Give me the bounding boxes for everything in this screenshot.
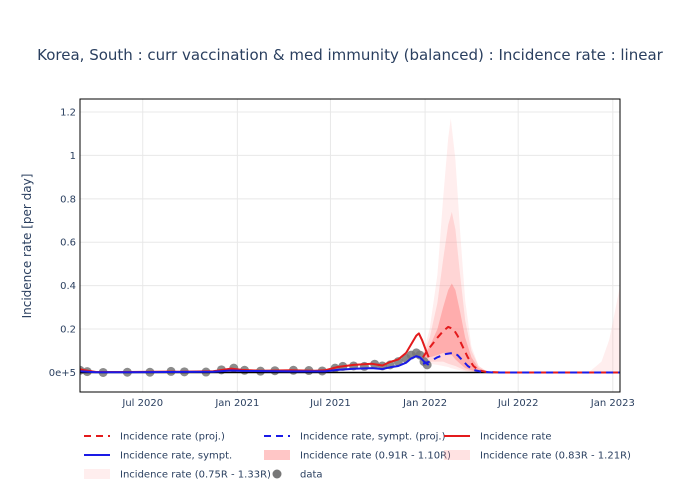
x-axis: Jul 2020 Jan 2021 Jul 2021 Jan 2022 Jul 2022… bbox=[121, 398, 634, 409]
band-incidence-rate-0-83r-1-21r- bbox=[423, 211, 503, 373]
legend-label: data bbox=[300, 470, 323, 481]
legend-swatch bbox=[264, 450, 290, 460]
chart-title: Korea, South : curr vaccination & med im… bbox=[37, 46, 663, 64]
legend-label: Incidence rate (0.83R - 1.21R) bbox=[480, 451, 631, 462]
x-tick-label: Jan 2021 bbox=[214, 398, 259, 409]
legend-label: Incidence rate (0.75R - 1.33R) bbox=[120, 470, 271, 481]
series-line-incidence-rate-sympt-proj- bbox=[422, 351, 620, 374]
x-tick-label: Jul 2020 bbox=[121, 398, 163, 409]
y-tick-label: 0.8 bbox=[60, 194, 76, 205]
legend-item[interactable]: Incidence rate (0.91R - 1.10R) bbox=[264, 450, 451, 462]
legend-item[interactable]: Incidence rate (0.75R - 1.33R) bbox=[84, 469, 271, 481]
plot-border bbox=[79, 98, 621, 393]
band-incidence-rate-0-91r-1-10r- bbox=[423, 283, 503, 373]
x-tick-label: Jan 2022 bbox=[402, 398, 447, 409]
series-line-incidence-rate-proj- bbox=[422, 325, 620, 374]
legend-item[interactable]: Incidence rate, sympt. bbox=[84, 451, 232, 462]
legend: Incidence rate (proj.) Incidence rate, sy… bbox=[84, 432, 631, 481]
band-incidence-rate-0-75r-1-33r- bbox=[423, 118, 620, 373]
legend-item[interactable]: Incidence rate (proj.) bbox=[84, 432, 225, 443]
x-tick-label: Jan 2023 bbox=[590, 398, 635, 409]
legend-label: Incidence rate, sympt. (proj.) bbox=[300, 432, 446, 443]
legend-swatch bbox=[84, 469, 110, 479]
legend-item[interactable]: Incidence rate bbox=[444, 432, 552, 443]
legend-item[interactable]: Incidence rate, sympt. (proj.) bbox=[264, 432, 446, 443]
series-line-incidence-rate-sympt- bbox=[80, 355, 430, 374]
y-tick-label: 0.6 bbox=[60, 238, 76, 249]
y-tick-label: 0.2 bbox=[60, 325, 76, 336]
legend-label: Incidence rate (proj.) bbox=[120, 432, 225, 443]
y-tick-label: 1.2 bbox=[60, 108, 76, 119]
y-tick-label: 0e+5 bbox=[49, 368, 76, 379]
legend-item[interactable]: Incidence rate (0.83R - 1.21R) bbox=[444, 450, 631, 462]
legend-swatch bbox=[272, 469, 282, 479]
y-axis: 0e+5 0.2 0.4 0.6 0.8 1 1.2 bbox=[49, 108, 76, 379]
plot-area bbox=[79, 98, 621, 393]
y-tick-label: 1 bbox=[70, 151, 76, 162]
y-tick-label: 0.4 bbox=[60, 281, 76, 292]
x-tick-label: Jul 2022 bbox=[497, 398, 539, 409]
y-axis-title: Incidence rate [per day] bbox=[20, 174, 34, 319]
legend-label: Incidence rate (0.91R - 1.10R) bbox=[300, 451, 451, 462]
legend-label: Incidence rate bbox=[480, 432, 552, 443]
legend-swatch bbox=[444, 450, 470, 460]
legend-item[interactable]: data bbox=[272, 469, 323, 481]
x-tick-label: Jul 2021 bbox=[309, 398, 351, 409]
legend-label: Incidence rate, sympt. bbox=[120, 451, 232, 462]
